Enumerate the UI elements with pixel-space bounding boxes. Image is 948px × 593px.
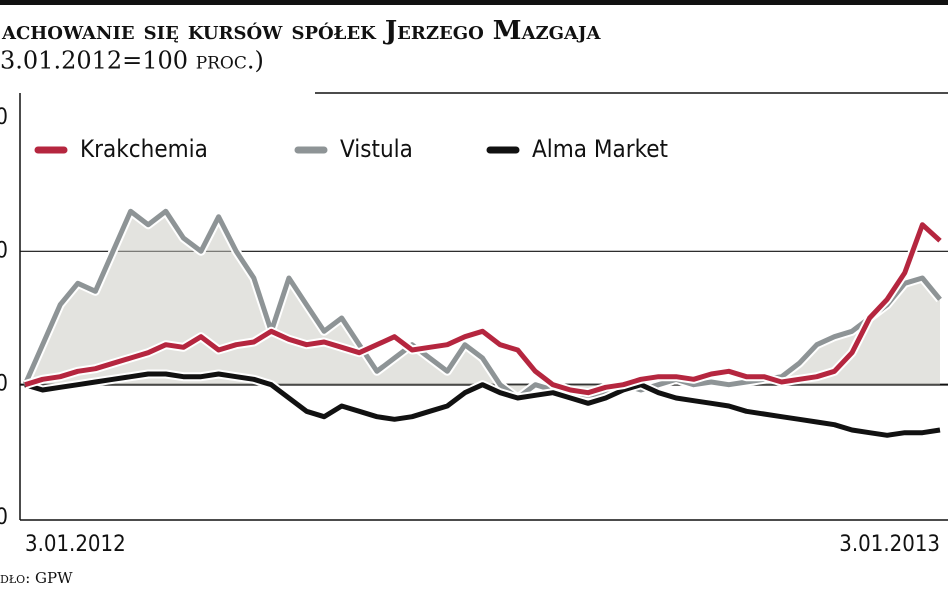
x-tick-label: 3.01.2013 — [839, 532, 940, 557]
source: dło: GPW — [0, 569, 73, 587]
top-bar — [0, 0, 948, 5]
shade — [25, 211, 940, 398]
line-series — [24, 222, 942, 396]
y-tick-label: 50 — [0, 505, 8, 530]
legend-label: Krakchemia — [80, 135, 208, 163]
y-tick-label: 200 — [0, 105, 8, 130]
y-tick-label: 100 — [0, 372, 8, 397]
x-tick-label: 3.01.2012 — [25, 532, 126, 557]
line-series — [22, 208, 942, 401]
chart-title: achowanie się kursów spółek Jerzego Mazg… — [1, 16, 602, 46]
line-series — [24, 371, 941, 438]
legend-label: Alma Market — [532, 135, 668, 163]
y-tick-label: 150 — [0, 238, 8, 263]
legend-label: Vistula — [340, 135, 413, 163]
chart-subtitle: 3.01.2012=100 proc.) — [0, 47, 264, 75]
